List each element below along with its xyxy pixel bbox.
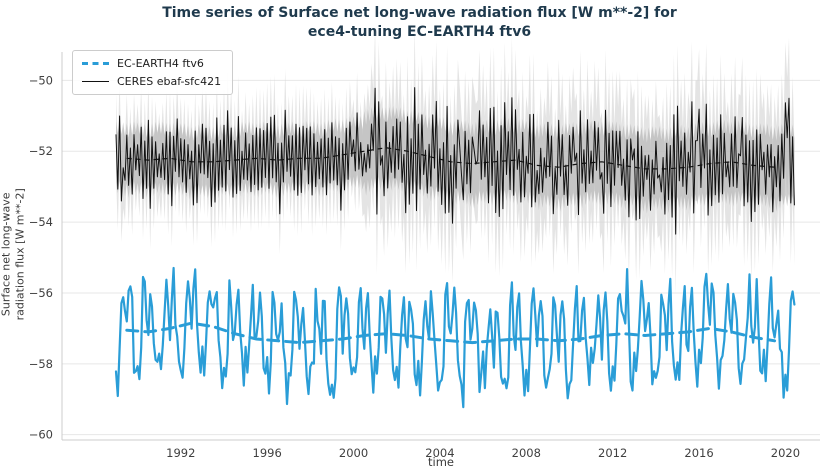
chart-title-line1: Time series of Surface net long-wave rad… (162, 5, 677, 21)
x-tick-label: 1992 (166, 446, 195, 460)
y-axis-label-line1: Surface net long-wave (0, 192, 13, 317)
y-tick-label: −50 (29, 73, 53, 87)
model-series-line (114, 266, 796, 409)
y-axis-label-line2: radiation flux [W m**-2] (14, 188, 27, 321)
legend-item-model: EC-EARTH4 ftv6 (82, 57, 221, 70)
x-axis-label: time (428, 455, 454, 469)
chart-title: Time series of Surface net long-wave rad… (0, 4, 839, 42)
x-tick-label: 2020 (771, 446, 800, 460)
x-tick-label: 1996 (253, 446, 282, 460)
y-tick-label: −52 (29, 144, 53, 158)
y-tick-label: −58 (29, 357, 53, 371)
y-tick-label: −56 (29, 286, 53, 300)
x-tick-label: 2004 (425, 446, 454, 460)
legend-item-obs: CERES ebaf-sfc421 (82, 75, 221, 88)
model-line-swatch (82, 62, 109, 65)
y-tick-label: −54 (29, 215, 53, 229)
x-tick-label: 2008 (512, 446, 541, 460)
x-tick-label: 2000 (339, 446, 368, 460)
x-tick-label: 2016 (684, 446, 713, 460)
x-tick-label: 2012 (598, 446, 627, 460)
legend-label-obs: CERES ebaf-sfc421 (117, 75, 222, 88)
model-running-mean-line (125, 321, 777, 345)
legend-label-model: EC-EARTH4 ftv6 (117, 57, 204, 70)
chart-title-line2: ece4-tuning EC-EARTH4 ftv6 (307, 23, 532, 40)
obs-line-swatch (82, 81, 109, 82)
y-tick-label: −60 (29, 428, 53, 442)
y-axis-label: Surface net long-wave radiation flux [W … (0, 144, 28, 364)
obs-running-mean-line (126, 147, 775, 170)
chart-legend: EC-EARTH4 ftv6 CERES ebaf-sfc421 (72, 50, 234, 95)
obs-series-line (115, 87, 795, 235)
